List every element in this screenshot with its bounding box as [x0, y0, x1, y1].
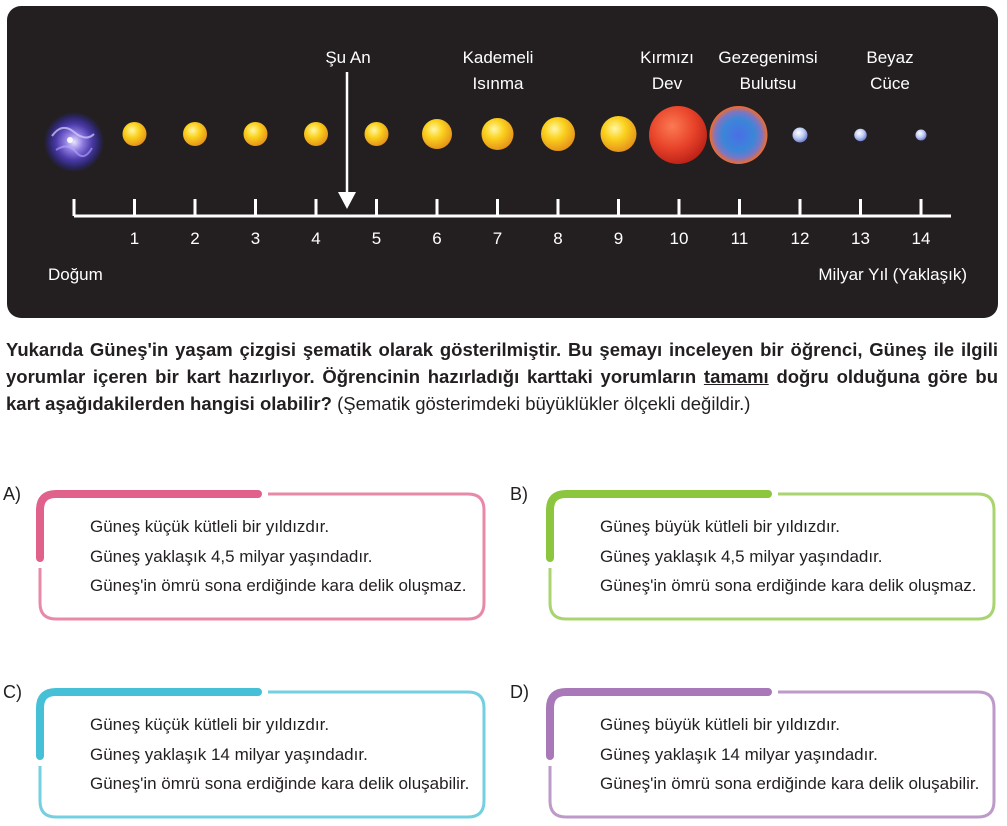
axis-tick-label: 9 — [614, 229, 623, 248]
card-border — [548, 690, 996, 819]
option-a[interactable]: A) Güneş küçük kütleli bir yıldızdır. Gü… — [3, 484, 488, 624]
timeline-axis: 1 2 3 4 5 6 7 8 9 10 11 12 13 14 — [72, 199, 951, 248]
axis-tick-label: 12 — [791, 229, 810, 248]
axis-unit-label: Milyar Yıl (Yaklaşık) — [818, 265, 967, 284]
card-frame — [36, 490, 486, 621]
option-line: Güneş yaklaşık 4,5 milyar yaşındadır. — [600, 546, 883, 566]
axis-tick-label: 3 — [251, 229, 260, 248]
axis-tick-label: 7 — [493, 229, 502, 248]
option-line: Güneş yaklaşık 14 milyar yaşındadır. — [600, 744, 878, 764]
annotation-white-dwarf-line2: Cüce — [870, 74, 910, 93]
sun-life-cycle-diagram: 1 2 3 4 5 6 7 8 9 10 11 12 13 14 Şu An Kademeli Isınm… — [7, 6, 998, 318]
sun-stage-orb — [183, 122, 207, 146]
option-letter: A) — [3, 484, 21, 504]
card-frame — [546, 688, 996, 819]
option-letter: D) — [510, 682, 529, 702]
card-border — [38, 492, 486, 621]
nebula-cloud — [44, 112, 104, 172]
option-line: Güneş yaklaşık 4,5 milyar yaşındadır. — [90, 546, 373, 566]
white-dwarf-orb — [854, 128, 867, 142]
question-stem-bold-2: doğru olduğuna göre bu kart aşağıdakiler… — [6, 366, 998, 414]
option-line: Güneş'in ömrü sona erdiğinde kara delik … — [90, 576, 467, 595]
option-line: Güneş büyük kütleli bir yıldızdır. — [600, 715, 841, 734]
option-line: Güneş küçük kütleli bir yıldızdır. — [90, 517, 330, 536]
annotation-now: Şu An — [325, 48, 370, 67]
sun-stage-orb — [600, 116, 637, 152]
sun-stage-orb — [243, 122, 268, 146]
birth-nebula — [44, 112, 104, 172]
white-dwarf-orb — [792, 127, 808, 143]
option-d[interactable]: D) Güneş büyük kütleli bir yıldızdır. Gü… — [510, 682, 998, 822]
card-border — [38, 690, 486, 819]
stages-layer — [44, 106, 927, 172]
option-letter: B) — [510, 484, 528, 504]
card-frame — [546, 490, 996, 621]
axis-tick-label: 14 — [912, 229, 931, 248]
option-line: Güneş küçük kütleli bir yıldızdır. — [90, 715, 330, 734]
axis-tick-label: 2 — [190, 229, 199, 248]
question-stem-bold: Yukarıda Güneş'in yaşam çizgisi şematik … — [6, 339, 998, 387]
card-frame — [36, 688, 486, 819]
annotation-warming-line2: Isınma — [472, 74, 524, 93]
option-line: Güneş'in ömrü sona erdiğinde kara delik … — [90, 774, 470, 793]
axis-tick-label: 5 — [372, 229, 381, 248]
option-card[interactable]: Güneş küçük kütleli bir yıldızdır. Güneş… — [36, 686, 486, 819]
nebula-filament — [51, 126, 95, 139]
axis-tick-label: 13 — [851, 229, 870, 248]
annotation-nebula-line1: Gezegenimsi — [718, 48, 817, 67]
option-card[interactable]: Güneş büyük kütleli bir yıldızdır. Güneş… — [546, 488, 996, 621]
red-giant-orb — [649, 106, 707, 164]
nebula-filament — [55, 145, 93, 158]
axis-tick-label: 8 — [553, 229, 562, 248]
nebula-core — [67, 137, 73, 143]
white-dwarf-orb — [915, 129, 927, 141]
axis-start-label: Doğum — [48, 265, 103, 284]
card-accent — [546, 490, 772, 562]
option-letter: C) — [3, 682, 22, 702]
diagram-canvas: 1 2 3 4 5 6 7 8 9 10 11 12 13 14 Şu An Kademeli Isınm… — [44, 48, 967, 284]
sun-stage-orb — [481, 118, 514, 150]
annotation-white-dwarf-line1: Beyaz — [866, 48, 913, 67]
current-time-arrow-head — [338, 192, 356, 209]
planetary-nebula-orb — [709, 106, 768, 164]
option-b[interactable]: B) Güneş büyük kütleli bir yıldızdır. Gü… — [510, 484, 998, 624]
question-note: (Şematik gösterimdeki büyüklükler ölçekl… — [337, 393, 751, 414]
sun-stage-orb — [422, 119, 452, 149]
option-line: Güneş yaklaşık 14 milyar yaşındadır. — [90, 744, 368, 764]
annotation-red-giant-line1: Kırmızı — [640, 48, 694, 67]
sun-stage-orb — [541, 117, 575, 151]
question-underlined-word: tamamı — [703, 366, 769, 387]
option-card[interactable]: Güneş küçük kütleli bir yıldızdır. Güneş… — [36, 488, 486, 621]
axis-tick-label: 1 — [130, 229, 139, 248]
axis-tick-label: 10 — [670, 229, 689, 248]
option-card[interactable]: Güneş büyük kütleli bir yıldızdır. Güneş… — [546, 686, 996, 819]
sun-stage-orb — [304, 122, 328, 146]
annotation-nebula-line2: Bulutsu — [740, 74, 797, 93]
axis-tick-label: 4 — [311, 229, 320, 248]
axis-tick-label: 6 — [432, 229, 441, 248]
option-line: Güneş'in ömrü sona erdiğinde kara delik … — [600, 576, 977, 595]
sun-stage-orb — [364, 122, 389, 146]
sun-stage-orb — [122, 122, 147, 146]
card-accent — [36, 490, 262, 562]
option-c[interactable]: C) Güneş küçük kütleli bir yıldızdır. Gü… — [3, 682, 488, 822]
annotation-warming-line1: Kademeli — [463, 48, 534, 67]
card-accent — [546, 688, 772, 760]
question-text: Yukarıda Güneş'in yaşam çizgisi şematik … — [6, 336, 998, 417]
card-accent — [36, 688, 262, 760]
axis-tick-label: 11 — [731, 229, 749, 248]
annotation-red-giant-line2: Dev — [652, 74, 683, 93]
option-line: Güneş büyük kütleli bir yıldızdır. — [600, 517, 841, 536]
option-line: Güneş'in ömrü sona erdiğinde kara delik … — [600, 774, 980, 793]
card-border — [548, 492, 996, 621]
